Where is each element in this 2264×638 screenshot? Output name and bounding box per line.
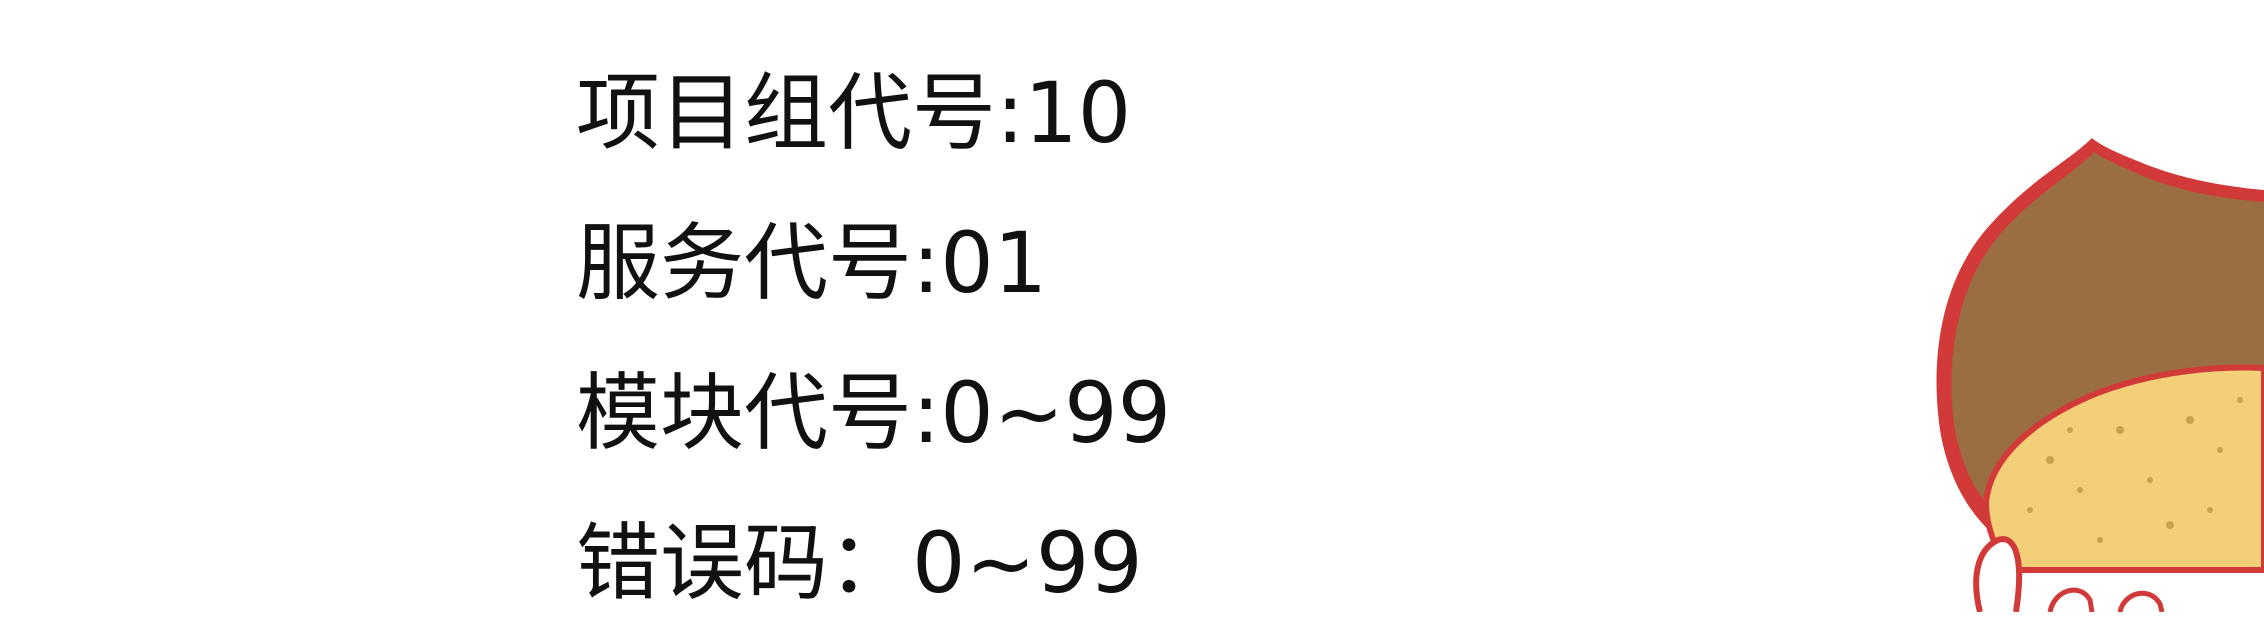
service-code-line: 服务代号:01 [576, 214, 1048, 312]
code-description-list: 项目组代号:10 服务代号:01 模块代号:0~99 错误码：0~99 [576, 38, 1171, 638]
chestnut-mascot-icon [1936, 138, 2264, 612]
slide: 项目组代号:10 服务代号:01 模块代号:0~99 错误码：0~99 [576, 64, 2264, 612]
project-group-code-line: 项目组代号:10 [576, 64, 1132, 162]
error-code-line: 错误码：0~99 [576, 514, 1143, 612]
module-code-line: 模块代号:0~99 [576, 364, 1172, 462]
